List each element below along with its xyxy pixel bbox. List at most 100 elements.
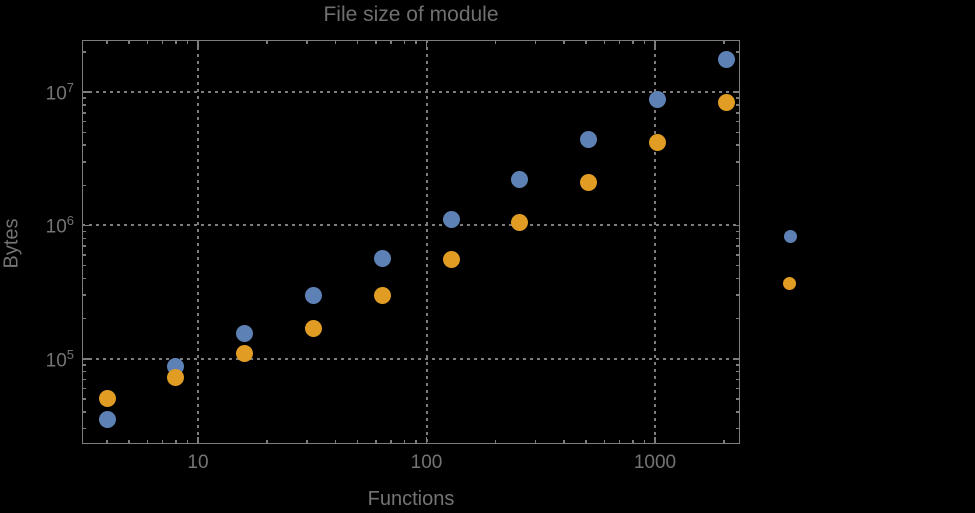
- y-minor-tick: [736, 317, 740, 320]
- y-gridline: [82, 224, 740, 227]
- x-minor-tick: [128, 440, 130, 444]
- y-minor-tick: [736, 370, 740, 373]
- y-minor-tick: [736, 161, 740, 163]
- y-minor-tick: [736, 230, 740, 233]
- y-minor-tick: [82, 364, 86, 366]
- x-minor-tick: [415, 440, 417, 444]
- y-minor-tick: [82, 264, 86, 267]
- x-minor-tick: [106, 440, 108, 444]
- y-minor-tick: [82, 104, 86, 106]
- data-point-series-2-orange: [648, 133, 666, 151]
- y-minor-tick: [736, 398, 740, 400]
- y-minor-tick: [82, 230, 86, 233]
- y-minor-tick: [736, 364, 740, 366]
- chart-title: File size of module: [323, 3, 499, 26]
- y-minor-tick: [82, 411, 86, 413]
- data-point-series-1-blue: [236, 324, 254, 342]
- x-major-tick: [425, 40, 428, 47]
- y-minor-tick: [736, 184, 740, 187]
- y-minor-tick: [736, 245, 740, 247]
- y-tick-label: 106: [45, 213, 74, 238]
- data-point-series-1-blue: [98, 411, 116, 429]
- y-minor-tick: [736, 97, 740, 99]
- y-minor-tick: [82, 294, 86, 296]
- data-point-series-2-orange: [236, 344, 254, 362]
- x-minor-tick: [585, 40, 587, 44]
- x-minor-tick: [603, 440, 606, 444]
- y-minor-tick: [82, 427, 86, 430]
- x-minor-tick: [266, 440, 268, 444]
- x-minor-tick: [334, 40, 337, 44]
- y-minor-tick: [82, 387, 86, 390]
- y-minor-tick: [736, 237, 740, 240]
- data-point-series-1-blue: [648, 91, 666, 109]
- x-minor-tick: [146, 440, 149, 444]
- data-point-series-1-blue: [511, 171, 529, 189]
- x-tick-label: 100: [410, 452, 443, 473]
- x-major-tick: [425, 437, 428, 444]
- x-minor-tick: [534, 440, 537, 444]
- x-minor-tick: [375, 40, 377, 44]
- y-minor-tick: [82, 277, 86, 280]
- x-minor-tick: [266, 40, 268, 44]
- y-minor-tick: [82, 97, 86, 99]
- data-point-series-1-blue: [442, 211, 460, 229]
- data-point-series-2-orange: [373, 286, 391, 304]
- y-minor-tick: [736, 411, 740, 413]
- x-minor-tick: [723, 440, 725, 444]
- x-minor-tick: [603, 40, 606, 44]
- x-minor-tick: [403, 40, 406, 44]
- legend-marker-series-2: [782, 276, 796, 290]
- y-gridline: [82, 357, 740, 360]
- x-minor-tick: [618, 440, 621, 444]
- y-minor-tick: [736, 264, 740, 267]
- y-minor-tick: [82, 398, 86, 400]
- x-minor-tick: [563, 440, 565, 444]
- x-minor-tick: [356, 40, 359, 44]
- y-major-tick: [82, 358, 89, 360]
- y-minor-tick: [736, 294, 740, 296]
- x-minor-tick: [632, 440, 634, 444]
- data-point-series-1-blue: [373, 249, 391, 267]
- x-minor-tick: [334, 440, 337, 444]
- x-gridline: [197, 40, 199, 444]
- y-minor-tick: [736, 104, 740, 106]
- y-tick-label: 105: [45, 346, 74, 372]
- y-minor-tick: [736, 427, 740, 430]
- x-minor-tick: [146, 40, 149, 44]
- y-minor-tick: [736, 131, 740, 134]
- x-gridline: [653, 40, 656, 444]
- y-gridline: [82, 91, 740, 94]
- x-minor-tick: [632, 40, 634, 44]
- y-minor-tick: [736, 387, 740, 390]
- y-minor-tick: [82, 144, 86, 146]
- x-minor-tick: [106, 40, 108, 44]
- y-minor-tick: [82, 184, 86, 187]
- y-minor-tick: [736, 120, 740, 123]
- y-major-tick: [82, 91, 89, 93]
- y-axis-label: Bytes: [0, 218, 23, 269]
- x-minor-tick: [161, 440, 164, 444]
- y-tick-label: 107: [45, 80, 74, 105]
- y-minor-tick: [736, 378, 740, 381]
- y-minor-tick: [736, 254, 740, 256]
- x-minor-tick: [494, 440, 497, 444]
- x-minor-tick: [390, 40, 392, 44]
- y-minor-tick: [82, 317, 86, 320]
- data-point-series-2-orange: [580, 174, 598, 191]
- plot-frame: [82, 40, 740, 444]
- x-major-tick: [197, 40, 199, 47]
- y-major-tick: [733, 91, 740, 93]
- data-point-series-2-orange: [98, 390, 116, 408]
- x-minor-tick: [356, 440, 359, 444]
- y-major-tick: [82, 224, 89, 227]
- y-minor-tick: [82, 245, 86, 247]
- x-minor-tick: [563, 40, 565, 44]
- x-major-tick: [654, 40, 656, 47]
- x-minor-tick: [128, 40, 130, 44]
- x-minor-tick: [306, 440, 308, 444]
- x-minor-tick: [161, 40, 164, 44]
- data-point-series-2-orange: [167, 369, 185, 387]
- x-minor-tick: [534, 40, 537, 44]
